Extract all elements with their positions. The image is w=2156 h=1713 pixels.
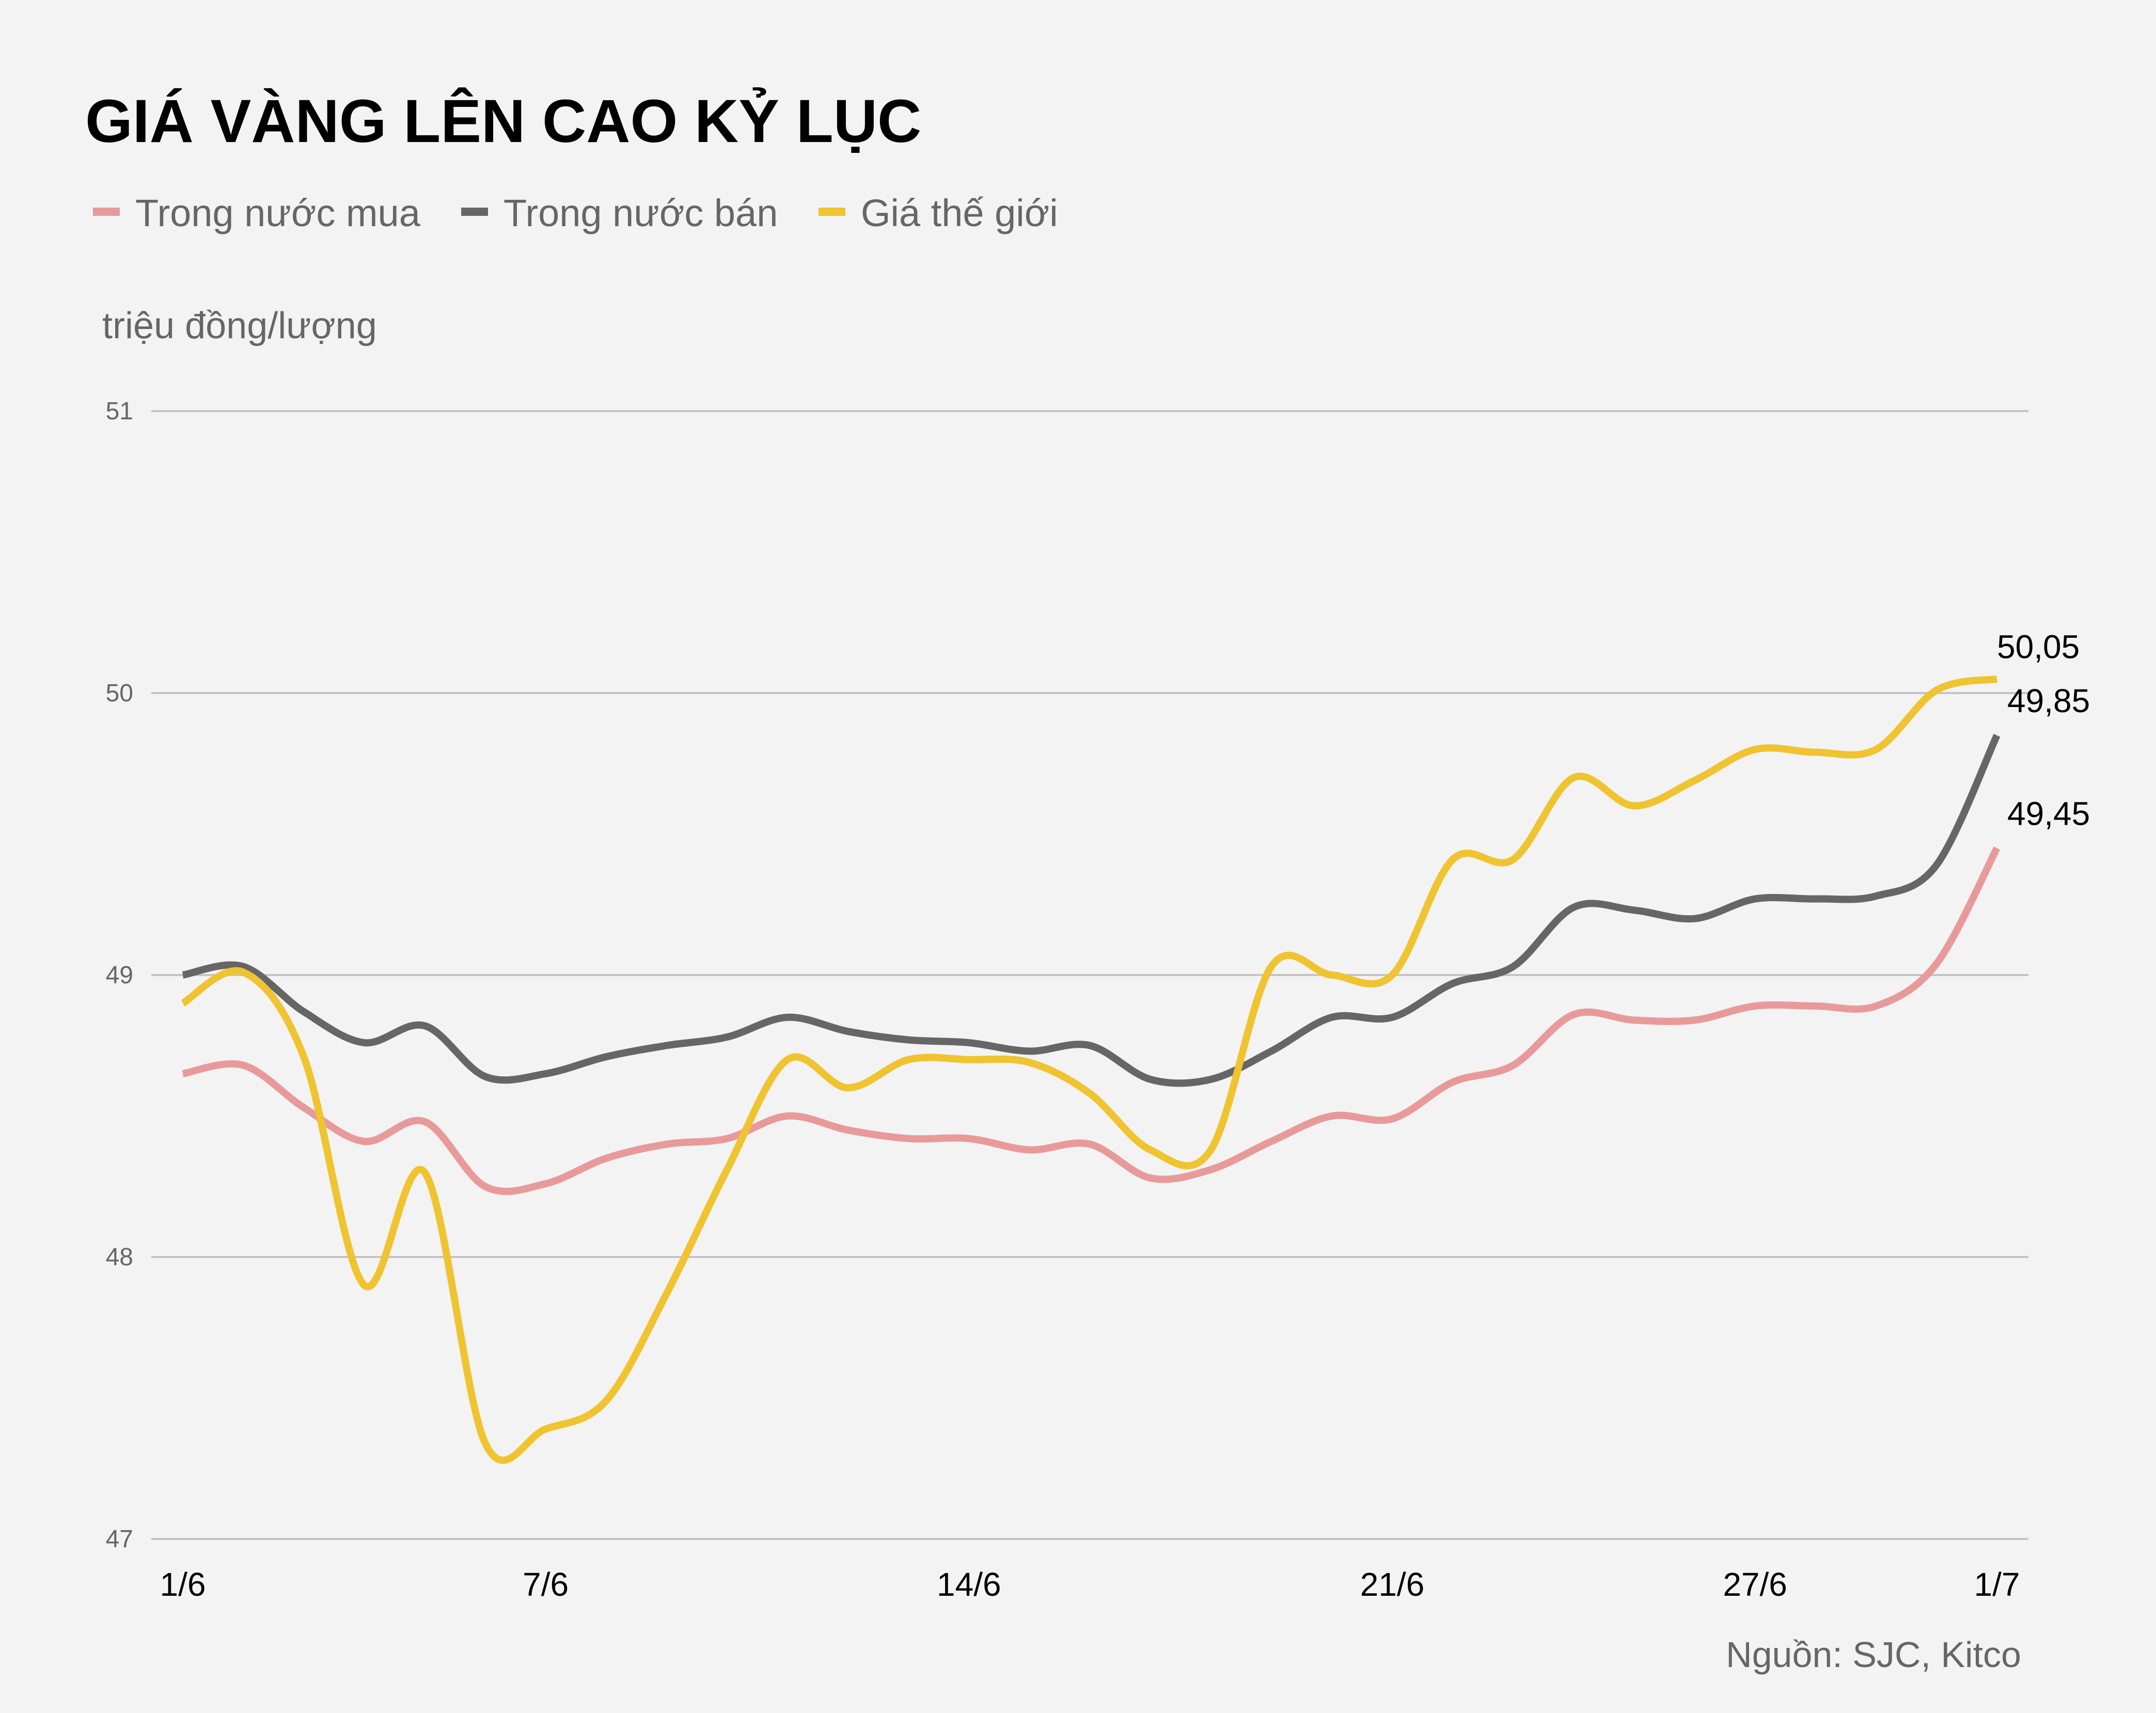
legend: Trong nước mua Trong nước bán Giá thế gi… bbox=[93, 192, 1058, 234]
y-tick-label: 48 bbox=[106, 1244, 133, 1271]
y-tick-labels: 47 48 49 50 51 bbox=[106, 398, 133, 1553]
legend-swatch-ban bbox=[461, 208, 488, 216]
series-line-2 bbox=[181, 675, 1998, 1464]
legend-label-the-gioi: Giá thế giới bbox=[861, 192, 1058, 234]
x-tick-label: 7/6 bbox=[523, 1566, 569, 1603]
end-value-label: 49,45 bbox=[2007, 795, 2090, 832]
end-value-label: 49,85 bbox=[2007, 682, 2090, 719]
chart-title: GIÁ VÀNG LÊN CAO KỶ LỤC bbox=[85, 87, 921, 155]
x-tick-label: 21/6 bbox=[1360, 1566, 1425, 1603]
x-tick-label: 1/7 bbox=[1974, 1566, 2020, 1603]
legend-swatch-the-gioi bbox=[819, 208, 845, 216]
x-tick-label: 14/6 bbox=[937, 1566, 1001, 1603]
y-tick-label: 50 bbox=[106, 680, 133, 707]
gridlines bbox=[151, 410, 2028, 1540]
y-tick-label: 47 bbox=[106, 1526, 133, 1553]
legend-label-ban: Trong nước bán bbox=[503, 192, 778, 234]
legend-label-mua: Trong nước mua bbox=[135, 192, 421, 234]
y-tick-label: 49 bbox=[106, 962, 133, 989]
x-tick-label: 1/6 bbox=[160, 1566, 206, 1603]
x-tick-label: 27/6 bbox=[1723, 1566, 1787, 1603]
y-axis-unit-label: triệu đồng/lượng bbox=[102, 305, 377, 347]
end-labels: 49,45 49,85 50,05 bbox=[1997, 628, 2090, 832]
source-note: Nguồn: SJC, Kitco bbox=[1726, 1635, 2021, 1675]
series-line-1 bbox=[182, 733, 2001, 1087]
series-lines bbox=[181, 675, 2001, 1464]
y-tick-label: 51 bbox=[106, 398, 133, 425]
end-value-label: 50,05 bbox=[1997, 628, 2080, 666]
series-line-0 bbox=[182, 846, 2001, 1196]
legend-swatch-mua bbox=[93, 208, 120, 216]
x-tick-labels: 1/6 7/6 14/6 21/6 27/6 1/7 bbox=[160, 1566, 2020, 1603]
